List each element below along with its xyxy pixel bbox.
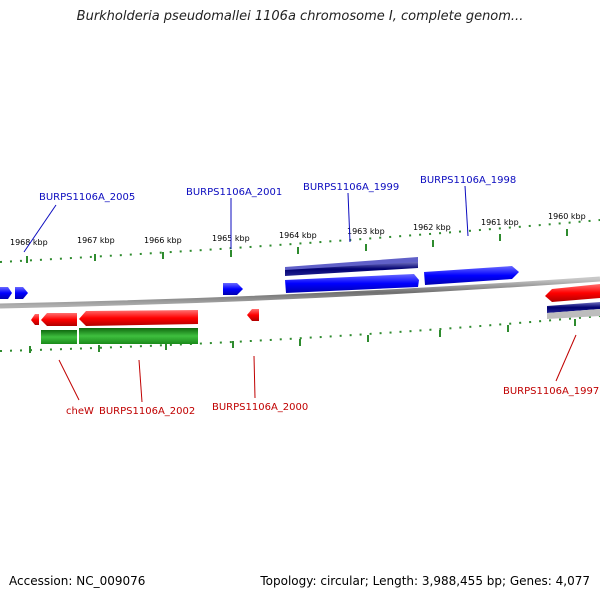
forward-gene-arrow[interactable] bbox=[285, 274, 419, 293]
forward-gene-arrow[interactable] bbox=[0, 287, 12, 299]
genome-summary: Topology: circular; Length: 3,988,455 bp… bbox=[260, 574, 590, 588]
outer-scale-ring bbox=[0, 219, 600, 263]
tick-label: 1963 kbp bbox=[347, 227, 385, 236]
gene-label[interactable]: BURPS1106A_1997 bbox=[503, 386, 599, 397]
label-connector bbox=[138, 359, 143, 403]
tick-label: 1967 kbp bbox=[77, 236, 115, 245]
gene-label[interactable]: BURPS1106A_1998 bbox=[420, 175, 516, 186]
tick-label: 1966 kbp bbox=[144, 236, 182, 245]
scale-labels: 1968 kbp 1967 kbp 1966 kbp 1965 kbp 1964… bbox=[10, 212, 586, 247]
label-connector bbox=[23, 204, 57, 253]
gene-label[interactable]: BURPS1106A_2000 bbox=[212, 402, 308, 413]
forward-gene-arrow[interactable] bbox=[15, 287, 28, 299]
tick-label: 1964 kbp bbox=[279, 231, 317, 240]
gene-label[interactable]: BURPS1106A_2005 bbox=[39, 192, 135, 203]
inner-scale-dots bbox=[0, 315, 600, 352]
gene-label[interactable]: cheW bbox=[66, 406, 94, 417]
chromosome-backbone bbox=[0, 276, 600, 309]
label-connector bbox=[253, 355, 256, 399]
tick-label: 1960 kbp bbox=[548, 212, 586, 221]
forward-cds-bar[interactable] bbox=[285, 262, 418, 276]
tick-label: 1961 kbp bbox=[481, 218, 519, 227]
inner-scale-ring bbox=[0, 315, 600, 353]
forward-strand-genes bbox=[0, 257, 519, 299]
forward-gene-labels: BURPS1106A_2005 BURPS1106A_2001 BURPS110… bbox=[23, 175, 516, 253]
reverse-cds-bar[interactable] bbox=[547, 302, 600, 313]
accession-label: Accession: NC_009076 bbox=[9, 574, 146, 588]
map-title: Burkholderia pseudomallei 1106a chromoso… bbox=[76, 9, 524, 24]
reverse-cds-bar[interactable] bbox=[41, 330, 77, 344]
reverse-gene-labels: cheW BURPS1106A_2002 BURPS1106A_2000 BUR… bbox=[58, 334, 599, 417]
forward-gene-arrow[interactable] bbox=[424, 266, 519, 285]
reverse-gene-arrow[interactable] bbox=[79, 310, 198, 326]
reverse-gene-arrow[interactable] bbox=[545, 284, 600, 302]
outer-scale-dots bbox=[0, 219, 600, 263]
gene-label[interactable]: BURPS1106A_1999 bbox=[303, 182, 399, 193]
label-connector bbox=[347, 192, 351, 243]
reverse-gene-arrow[interactable] bbox=[31, 314, 39, 325]
reverse-strand-genes bbox=[31, 284, 600, 344]
tick-label: 1962 kbp bbox=[413, 223, 451, 232]
gene-label[interactable]: BURPS1106A_2002 bbox=[99, 406, 195, 417]
reverse-gene-arrow[interactable] bbox=[41, 313, 77, 326]
tick-label: 1968 kbp bbox=[10, 238, 48, 247]
label-connector bbox=[58, 359, 80, 401]
reverse-cds-bar[interactable] bbox=[547, 309, 600, 319]
label-connector bbox=[555, 334, 577, 382]
reverse-gene-arrow[interactable] bbox=[247, 309, 259, 321]
label-connector bbox=[464, 185, 469, 237]
forward-gene-arrow[interactable] bbox=[223, 283, 243, 295]
reverse-cds-bar[interactable] bbox=[79, 328, 198, 344]
gene-label[interactable]: BURPS1106A_2001 bbox=[186, 187, 282, 198]
